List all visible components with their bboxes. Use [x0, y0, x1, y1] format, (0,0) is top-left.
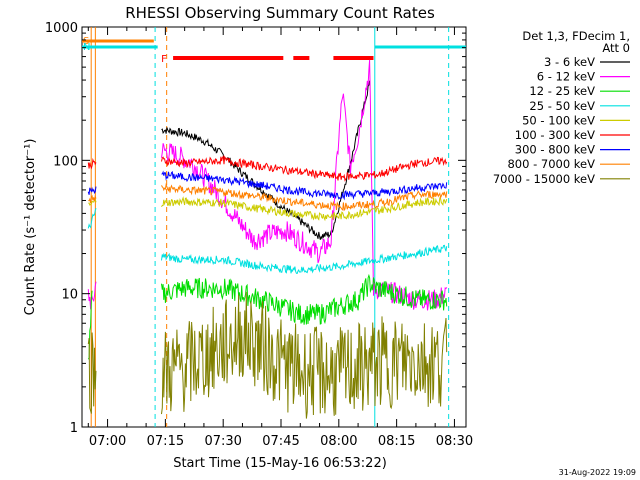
series-line-9 [161, 291, 448, 419]
timestamp: 31-Aug-2022 19:09 [559, 468, 636, 477]
series-line-6 [87, 157, 97, 170]
plot-frame [81, 26, 467, 428]
series-line-8 [88, 194, 97, 204]
legend-label: 7000 - 15000 keV [493, 172, 595, 186]
series-line-8 [161, 182, 448, 212]
x-axis-label: Start Time (15-May-16 06:53:22) [173, 456, 387, 471]
x-tick-label: 07:45 [262, 434, 299, 449]
legend-label: 300 - 800 keV [515, 143, 595, 157]
x-tick-label: 08:00 [320, 434, 357, 449]
series-line-7 [161, 170, 448, 201]
legend-label: 3 - 6 keV [544, 55, 595, 69]
x-tick-label: 07:00 [89, 434, 126, 449]
flag-label: N [83, 42, 90, 53]
x-tick-label: 07:30 [204, 434, 241, 449]
flag-label: S [83, 36, 89, 47]
x-axis-ticks: 07:00 07:15 07:30 07:45 08:00 08:15 08:30 [87, 27, 473, 449]
series-line-7 [87, 186, 97, 195]
y-tick-label: 1000 [45, 21, 78, 36]
plot-area: SN F 1 10 100 1000 07:00 07:15 07:30 07:45 08:00… [45, 21, 473, 449]
series-line-2 [87, 281, 97, 310]
legend-label: 100 - 300 keV [515, 128, 595, 142]
y-axis-label: Count Rate (s⁻¹ detector⁻¹) [23, 139, 38, 316]
series-line-5 [161, 196, 448, 222]
series-line-3 [161, 273, 448, 325]
legend-label: 50 - 100 keV [522, 113, 595, 127]
x-tick-label: 07:15 [147, 434, 184, 449]
legend-label: 800 - 7000 keV [507, 157, 595, 171]
chart-title: RHESSI Observing Summary Count Rates [125, 4, 435, 22]
flag-label: F [161, 54, 167, 65]
series-line-9 [87, 332, 97, 414]
flag-bars: SN F [82, 36, 466, 65]
legend-label: 25 - 50 keV [529, 99, 595, 113]
legend-label: 12 - 25 keV [529, 84, 595, 98]
series-line-4 [87, 208, 97, 229]
x-tick-label: 08:30 [436, 434, 473, 449]
legend-label: 6 - 12 keV [537, 70, 595, 84]
y-tick-label: 100 [53, 154, 78, 169]
x-tick-label: 08:15 [378, 434, 415, 449]
y-tick-label: 10 [61, 288, 78, 303]
series-line-6 [161, 154, 448, 182]
legend-header: Det 1,3, FDecim 1, [522, 29, 630, 43]
series-layer [87, 59, 448, 419]
series-line-4 [161, 244, 448, 274]
y-tick-label: 1 [70, 421, 78, 436]
series-line-2 [161, 59, 448, 311]
legend-header-attenuator: Att 0 [602, 41, 630, 55]
